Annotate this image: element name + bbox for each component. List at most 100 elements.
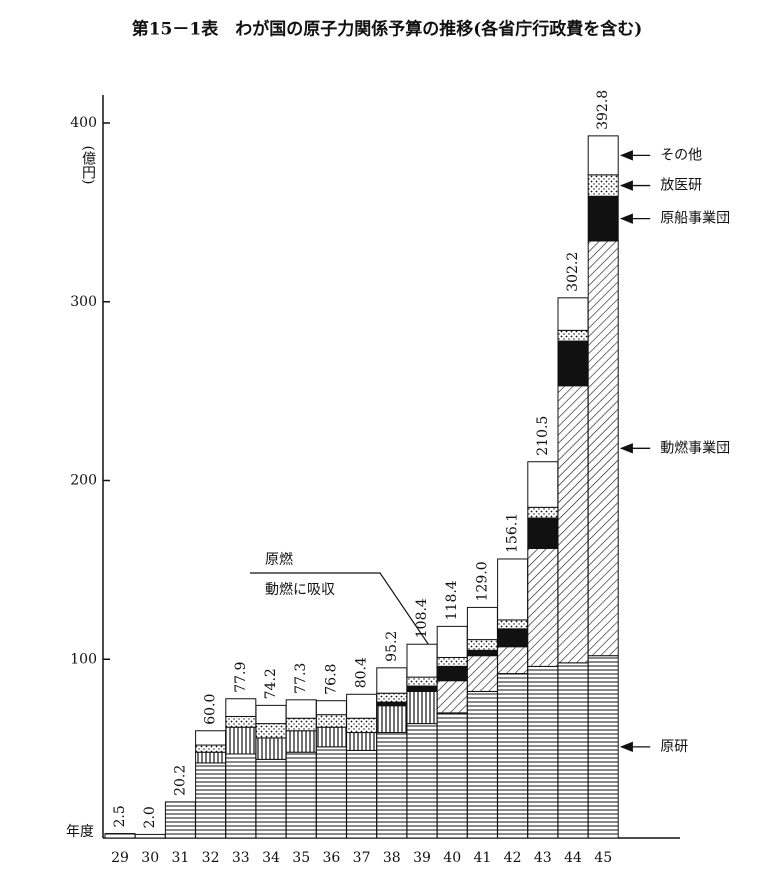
bar-segment bbox=[346, 693, 378, 719]
bar-segment bbox=[255, 704, 287, 725]
bar-segment bbox=[466, 606, 498, 641]
x-axis-label: 年度 bbox=[66, 824, 94, 840]
total-label: 60.0 bbox=[203, 694, 219, 725]
total-label: 20.2 bbox=[172, 765, 188, 796]
bar-segment bbox=[164, 801, 196, 839]
x-tick-label: 41 bbox=[473, 850, 491, 866]
total-label: 77.3 bbox=[293, 663, 309, 694]
total-label: 77.9 bbox=[233, 662, 249, 693]
bar-segment bbox=[527, 547, 559, 667]
bar-segment bbox=[497, 558, 529, 621]
total-label: 129.0 bbox=[474, 561, 490, 601]
bar-segment bbox=[195, 751, 227, 764]
x-tick-label: 44 bbox=[564, 850, 582, 866]
bar-segment bbox=[346, 732, 378, 751]
bar-segment bbox=[527, 506, 559, 519]
bar-segment bbox=[285, 751, 317, 839]
legend-label: 原船事業団 bbox=[660, 211, 730, 227]
bar-segment bbox=[255, 723, 287, 739]
bar-segment bbox=[195, 730, 227, 746]
bar-segment bbox=[587, 195, 619, 242]
total-label: 76.8 bbox=[323, 664, 339, 695]
bar-segment bbox=[376, 732, 408, 839]
x-tick-label: 33 bbox=[232, 850, 250, 866]
bar-segment bbox=[406, 643, 438, 678]
bar-segment bbox=[376, 705, 408, 734]
x-tick-label: 30 bbox=[141, 850, 159, 866]
bar-segment bbox=[497, 619, 529, 630]
bar-segment bbox=[406, 676, 438, 687]
x-tick-label: 40 bbox=[443, 850, 461, 866]
x-tick-label: 42 bbox=[504, 850, 522, 866]
total-label: 392.8 bbox=[595, 90, 611, 130]
bar-segment bbox=[346, 749, 378, 839]
bar-segment bbox=[466, 690, 498, 839]
bar-segment bbox=[315, 726, 347, 748]
bar-segment bbox=[285, 717, 317, 732]
annotation: 動燃に吸収 bbox=[265, 581, 335, 598]
legend-label: 放医研 bbox=[660, 178, 702, 194]
bar-segment bbox=[376, 667, 408, 694]
y-tick-label: 200 bbox=[70, 473, 97, 489]
bar-segment bbox=[497, 646, 529, 675]
legend-label: 動燃事業団 bbox=[660, 439, 730, 456]
bar-segment bbox=[376, 692, 408, 703]
bar-segment bbox=[195, 762, 227, 839]
x-tick-label: 34 bbox=[262, 850, 280, 866]
bar-segment bbox=[557, 329, 589, 342]
bar-segment bbox=[527, 665, 559, 839]
chart-title: 第15－1表 わが国の原子力関係予算の推移(各省庁行政費を含む) bbox=[132, 19, 643, 40]
bar-segment bbox=[557, 662, 589, 839]
total-label: 95.2 bbox=[384, 631, 400, 662]
total-label: 80.4 bbox=[354, 657, 370, 688]
bar-segment bbox=[557, 297, 589, 331]
x-tick-label: 32 bbox=[202, 850, 220, 866]
bar-segment bbox=[557, 340, 589, 387]
bar-segment bbox=[587, 655, 619, 839]
x-tick-label: 38 bbox=[383, 850, 401, 866]
bar-segment bbox=[466, 649, 498, 657]
x-tick-label: 37 bbox=[353, 850, 371, 866]
bar-segment bbox=[285, 730, 317, 753]
y-tick-label: 400 bbox=[70, 115, 97, 131]
bar-segment bbox=[225, 715, 257, 728]
bar-segment bbox=[497, 673, 529, 839]
bar-segment bbox=[466, 655, 498, 692]
bar-segment bbox=[436, 680, 468, 714]
bar-segment bbox=[225, 726, 257, 755]
total-label: 118.4 bbox=[444, 580, 460, 620]
y-tick-label: 300 bbox=[70, 294, 97, 310]
bar-segment bbox=[406, 723, 438, 839]
bar-segment bbox=[436, 625, 468, 658]
total-label: 2.5 bbox=[112, 805, 128, 827]
bar-segment bbox=[587, 240, 619, 657]
bar-segment bbox=[587, 174, 619, 197]
bar-segment bbox=[315, 700, 347, 716]
bar-segment bbox=[406, 690, 438, 725]
bar-segment bbox=[587, 135, 619, 176]
bar-segment bbox=[315, 714, 347, 728]
y-axis-label: (億円) bbox=[80, 146, 96, 185]
x-tick-label: 31 bbox=[171, 850, 189, 866]
bar-segment bbox=[255, 758, 287, 839]
bar-segment bbox=[376, 701, 408, 707]
bar-segment bbox=[285, 699, 317, 719]
bar-segment bbox=[134, 833, 166, 839]
bar-segment bbox=[255, 737, 287, 760]
legend-label: その他 bbox=[660, 147, 702, 163]
total-label: 108.4 bbox=[414, 598, 430, 638]
bar-segment bbox=[436, 656, 468, 667]
bar-segment bbox=[195, 744, 227, 753]
bar-segment bbox=[436, 712, 468, 839]
total-label: 210.5 bbox=[535, 416, 551, 456]
bar-segment bbox=[104, 833, 136, 839]
total-label: 156.1 bbox=[505, 513, 521, 553]
x-tick-label: 39 bbox=[413, 850, 431, 866]
bar-segment bbox=[315, 746, 347, 839]
bar-segment bbox=[527, 517, 559, 549]
x-tick-label: 36 bbox=[322, 850, 340, 866]
bar-segment bbox=[225, 698, 257, 717]
bar-segment bbox=[527, 461, 559, 508]
legend-label: 原研 bbox=[660, 739, 688, 755]
